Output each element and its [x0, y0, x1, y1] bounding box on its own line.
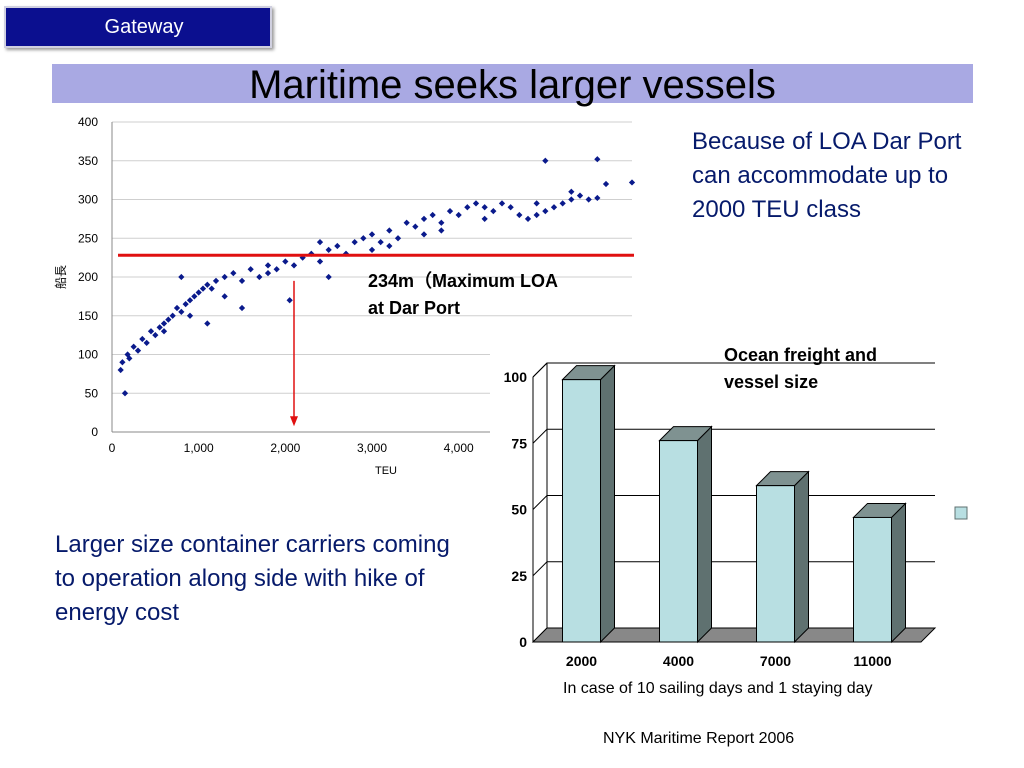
scatter-y-ticks: 0 50 100 150 200 250 300 350 400 [78, 115, 98, 439]
gateway-label: Gateway [104, 15, 184, 38]
scatter-point [173, 304, 181, 312]
scatter-y-tick-label: 250 [78, 231, 98, 245]
scatter-point [204, 281, 211, 288]
bar-mark [658, 425, 713, 644]
bar-mark [852, 502, 907, 644]
max-loa-annotation-line2: at Dar Port [368, 298, 461, 318]
bar-x-tick-label: 7000 [760, 653, 791, 669]
scatter-point [290, 262, 298, 269]
teu-marker-arrowhead [290, 416, 298, 427]
bar-mark [561, 364, 616, 644]
scatter-y-tick-label: 0 [91, 425, 98, 439]
scatter-point [199, 285, 207, 292]
bar-y-tick-label: 50 [511, 502, 527, 518]
bar-front-face [562, 379, 601, 643]
bar-legend-swatch [954, 506, 968, 520]
bar-chart: 0 25 50 75 100 2000 4000 7000 11000 [490, 345, 980, 675]
scatter-point [178, 273, 185, 281]
scatter-point [119, 359, 126, 366]
scatter-point [204, 320, 211, 327]
scatter-point [139, 335, 146, 343]
bar-mark [755, 470, 810, 644]
scatter-y-axis-label: 船長 [54, 265, 68, 289]
scatter-point [126, 355, 133, 362]
bar-y-ticks: 0 25 50 75 100 [504, 369, 528, 650]
scatter-point [165, 316, 172, 323]
title-bar [52, 64, 973, 103]
scatter-point [178, 308, 185, 315]
scatter-x-tick-label: 1,000 [184, 441, 214, 455]
scatter-point [212, 277, 220, 284]
bar-side-face [600, 364, 615, 644]
scatter-point [186, 312, 194, 319]
scatter-point [191, 293, 198, 300]
bar-side-face [794, 470, 809, 644]
scatter-x-tick-label: 0 [109, 441, 116, 455]
scatter-y-tick-label: 400 [78, 115, 98, 129]
gateway-badge: Gateway [4, 6, 272, 48]
bar-front-face [756, 485, 795, 643]
source-note: NYK Maritime Report 2006 [603, 730, 795, 747]
bar-gridline [532, 428, 935, 444]
scatter-y-tick-label: 300 [78, 193, 98, 207]
scatter-point [152, 332, 159, 339]
bar-y-tick-label: 100 [504, 369, 528, 385]
scatter-y-tick-label: 150 [78, 309, 98, 323]
scatter-x-tick-label: 4,000 [444, 441, 474, 455]
scatter-point [134, 347, 142, 354]
scatter-y-tick-label: 200 [78, 270, 98, 284]
scatter-point [264, 262, 272, 269]
scatter-x-axis-label: TEU [375, 465, 397, 477]
bar-y-tick-label: 75 [511, 435, 527, 451]
scatter-point [238, 277, 246, 284]
energy-note: Larger size container carriers coming to… [55, 531, 450, 626]
scatter-point [147, 328, 155, 335]
page-title: Maritime seeks larger vessels [249, 63, 776, 107]
max-loa-annotation: 234m（Maximum LOA at Dar Port [368, 268, 558, 322]
scatter-point [160, 328, 168, 335]
bar-side-face [697, 425, 712, 644]
scatter-point [160, 320, 168, 327]
scatter-point [230, 270, 237, 277]
bar-x-ticks: 2000 4000 7000 11000 [566, 653, 892, 669]
bar-x-tick-label: 4000 [663, 653, 694, 669]
bar-chart-title: Ocean freight and vessel size [724, 342, 877, 396]
scatter-point [238, 304, 246, 312]
bar-front-face [853, 516, 892, 643]
scatter-y-tick-label: 100 [78, 348, 98, 362]
scatter-y-tick-label: 350 [78, 154, 98, 168]
scatter-x-tick-label: 2,000 [270, 441, 300, 455]
footnote-days: In case of 10 sailing days and 1 staying… [563, 680, 873, 697]
bar-chart-title-line1: Ocean freight and [724, 345, 878, 365]
max-loa-annotation-line1: 234m（Maximum LOA [368, 271, 559, 291]
bar-side-face [891, 502, 906, 644]
scatter-point [264, 270, 272, 277]
bar-y-tick-label: 0 [519, 634, 527, 650]
scatter-x-tick-label: 3,000 [357, 441, 387, 455]
bar-y-tick-label: 25 [511, 568, 527, 584]
bar-x-tick-label: 2000 [566, 653, 597, 669]
scatter-point [186, 297, 194, 304]
scatter-y-tick-label: 50 [85, 386, 99, 400]
bar-front-face [659, 440, 698, 643]
bar-chart-title-line2: vessel size [724, 372, 819, 392]
bar-axis-top-join [532, 362, 548, 378]
loa-note: Because of LOA Dar Port can accommodate … [692, 128, 962, 223]
bar-marks [561, 364, 907, 644]
bar-x-tick-label: 11000 [853, 653, 891, 669]
